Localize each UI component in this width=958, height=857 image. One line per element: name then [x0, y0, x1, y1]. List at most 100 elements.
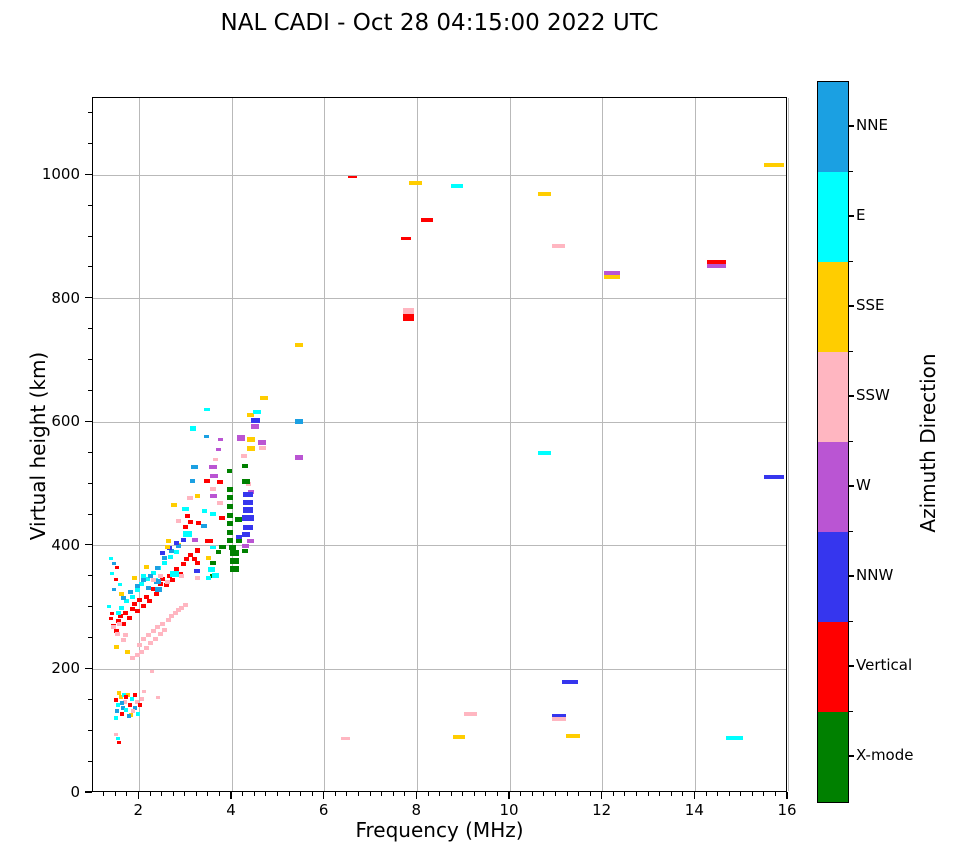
x-minor-tick: [497, 792, 498, 796]
data-point: [114, 715, 119, 720]
y-tick-label: 600: [51, 412, 80, 431]
x-minor-tick: [740, 792, 742, 796]
data-point: [243, 500, 254, 506]
data-point: [237, 434, 246, 441]
colorbar-tick: [849, 755, 854, 757]
x-minor-tick: [369, 792, 371, 796]
colorbar: [817, 81, 849, 803]
data-point: [176, 543, 182, 548]
data-point: [132, 706, 137, 711]
x-tick-label: 16: [777, 801, 797, 819]
gridline-y: [93, 421, 786, 423]
gridline-x: [602, 98, 604, 791]
data-point: [119, 701, 124, 706]
y-minor-tick: [88, 390, 92, 391]
data-point: [126, 714, 131, 719]
data-point: [178, 573, 184, 578]
x-minor-tick: [543, 792, 545, 796]
data-point: [119, 592, 125, 597]
data-point: [347, 176, 357, 179]
gridline-y: [93, 668, 786, 670]
x-minor-tick: [450, 792, 452, 796]
y-minor-tick: [88, 513, 92, 515]
data-point: [726, 736, 744, 741]
x-minor-tick: [473, 792, 475, 796]
data-point: [204, 538, 213, 543]
data-point: [141, 636, 147, 641]
data-point: [136, 598, 142, 603]
x-minor-tick: [566, 792, 568, 796]
colorbar-boundary-tick: [849, 170, 853, 172]
data-point: [247, 538, 255, 543]
x-major-tick: [323, 792, 325, 799]
data-point: [118, 695, 123, 700]
x-minor-tick: [103, 792, 104, 796]
colorbar-tick: [849, 215, 854, 217]
data-point: [209, 487, 216, 492]
colorbar-tick: [849, 305, 854, 307]
colorbar-tick: [849, 665, 854, 667]
data-point: [160, 551, 165, 556]
data-point: [113, 645, 119, 650]
y-tick-label: 1000: [41, 165, 80, 184]
y-major-tick: [85, 420, 92, 422]
data-point: [125, 650, 131, 655]
data-point: [108, 617, 113, 621]
data-point: [141, 689, 146, 693]
colorbar-segment-w: [818, 442, 848, 532]
colorbar-tick: [849, 485, 854, 487]
y-minor-tick: [88, 266, 92, 268]
x-minor-tick: [242, 792, 243, 796]
data-point: [229, 566, 239, 573]
data-point: [194, 576, 200, 580]
data-point: [126, 615, 132, 620]
data-point: [154, 579, 162, 585]
data-point: [123, 599, 129, 604]
y-major-tick: [85, 173, 92, 175]
data-point: [253, 410, 262, 415]
data-point: [116, 703, 121, 708]
data-point: [215, 448, 221, 451]
data-point: [243, 492, 254, 498]
x-minor-tick: [728, 792, 730, 796]
data-point: [160, 621, 165, 626]
x-minor-tick: [578, 792, 579, 796]
y-major-tick: [85, 791, 92, 793]
data-point: [140, 604, 146, 609]
data-point: [229, 558, 239, 565]
data-point: [210, 545, 217, 549]
x-minor-tick: [126, 792, 128, 796]
data-point: [121, 705, 126, 710]
data-point: [153, 636, 159, 641]
x-minor-tick: [253, 792, 255, 796]
data-point: [228, 544, 236, 550]
x-minor-tick: [288, 792, 290, 796]
data-point: [124, 695, 129, 700]
colorbar-tick-label: W: [856, 476, 871, 494]
data-point: [160, 577, 165, 582]
data-point: [145, 577, 151, 582]
data-point: [209, 493, 217, 498]
data-point: [226, 486, 233, 492]
data-point: [183, 530, 193, 537]
data-point: [157, 632, 163, 637]
data-point: [562, 679, 579, 684]
gridline-x: [416, 98, 418, 791]
data-point: [185, 514, 191, 519]
x-minor-tick: [751, 792, 753, 796]
colorbar-tick: [849, 395, 854, 397]
x-minor-tick: [485, 792, 487, 796]
data-point: [194, 548, 200, 553]
data-point: [111, 561, 116, 565]
data-point: [136, 642, 142, 647]
data-point: [146, 632, 152, 637]
colorbar-boundary-tick: [849, 530, 853, 532]
data-point: [173, 550, 179, 555]
colorbar-segment-vertical: [818, 622, 848, 712]
data-point: [134, 652, 140, 657]
data-point: [143, 645, 149, 650]
data-point: [122, 693, 127, 698]
x-minor-tick: [114, 792, 116, 796]
data-point: [258, 446, 266, 451]
